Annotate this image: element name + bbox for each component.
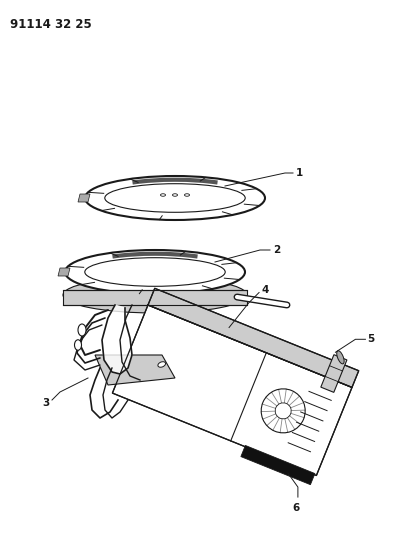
- Polygon shape: [95, 355, 175, 385]
- Polygon shape: [102, 305, 132, 374]
- Ellipse shape: [65, 250, 244, 294]
- Ellipse shape: [275, 403, 290, 419]
- Ellipse shape: [172, 194, 177, 196]
- Ellipse shape: [85, 176, 264, 220]
- Ellipse shape: [74, 340, 81, 350]
- Text: 91114 32 25: 91114 32 25: [10, 18, 92, 31]
- Text: 4: 4: [260, 285, 268, 295]
- Text: 5: 5: [367, 334, 374, 344]
- Ellipse shape: [85, 257, 225, 286]
- Text: 1: 1: [295, 168, 303, 178]
- Text: 6: 6: [292, 503, 299, 513]
- Polygon shape: [63, 290, 246, 305]
- Ellipse shape: [104, 184, 245, 212]
- Polygon shape: [58, 268, 70, 276]
- Ellipse shape: [63, 277, 246, 313]
- Polygon shape: [148, 288, 358, 387]
- Polygon shape: [320, 354, 346, 392]
- Ellipse shape: [78, 324, 86, 336]
- Ellipse shape: [158, 362, 165, 367]
- Ellipse shape: [160, 194, 165, 196]
- Polygon shape: [112, 305, 351, 475]
- Ellipse shape: [184, 194, 189, 196]
- Text: 2: 2: [272, 245, 279, 255]
- Text: 3: 3: [42, 398, 49, 408]
- Polygon shape: [78, 194, 90, 202]
- Ellipse shape: [336, 351, 343, 364]
- Polygon shape: [240, 446, 314, 484]
